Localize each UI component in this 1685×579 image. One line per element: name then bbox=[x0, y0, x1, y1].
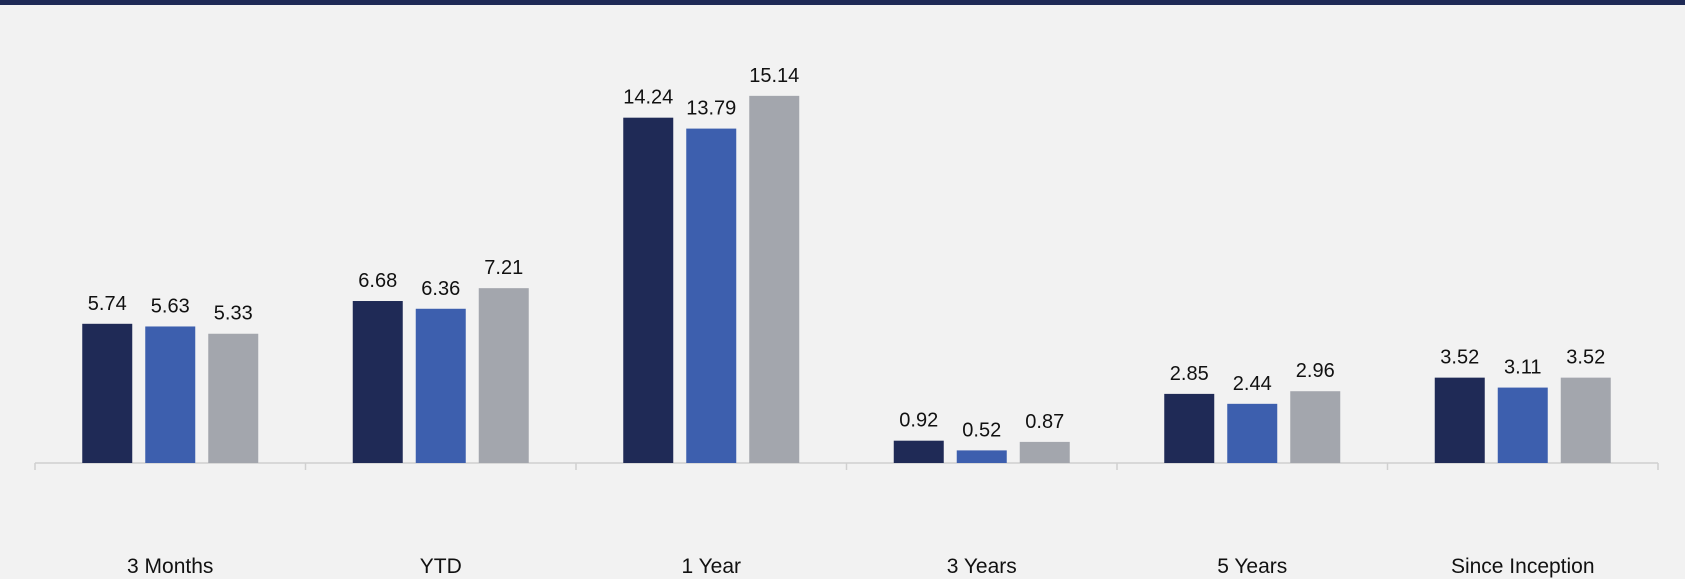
category-label: YTD bbox=[420, 555, 462, 578]
bar-5-years-series-3 bbox=[1290, 391, 1341, 463]
bar-ytd-series-1 bbox=[352, 301, 403, 463]
data-label: 6.68 bbox=[358, 270, 397, 292]
bar-3-years-series-1 bbox=[893, 440, 944, 463]
bar-1-year-series-3 bbox=[749, 95, 800, 463]
data-label: 5.33 bbox=[214, 303, 253, 325]
data-label: 14.24 bbox=[623, 87, 673, 109]
data-label: 7.21 bbox=[484, 257, 523, 279]
bar-since-inception-series-3 bbox=[1560, 377, 1611, 463]
category-label: Since Inception bbox=[1451, 555, 1595, 578]
category-label: 1 Year bbox=[681, 555, 741, 578]
data-label: 3.11 bbox=[1504, 357, 1541, 379]
data-label: 6.36 bbox=[421, 278, 460, 300]
bar-3-years-series-2 bbox=[956, 450, 1007, 463]
bar-5-years-series-2 bbox=[1227, 403, 1278, 463]
bar-3-months-series-2 bbox=[145, 326, 196, 463]
data-label: 5.74 bbox=[88, 293, 127, 315]
bar-since-inception-series-1 bbox=[1434, 377, 1485, 463]
bar-1-year-series-2 bbox=[686, 128, 737, 463]
bar-3-years-series-3 bbox=[1019, 441, 1070, 463]
bar-ytd-series-3 bbox=[478, 288, 529, 463]
data-label: 2.96 bbox=[1296, 360, 1335, 382]
bar-3-months-series-3 bbox=[208, 333, 259, 463]
bar-5-years-series-1 bbox=[1164, 393, 1215, 463]
data-label: 3.52 bbox=[1440, 347, 1479, 369]
data-label: 2.44 bbox=[1233, 373, 1272, 395]
bar-ytd-series-2 bbox=[415, 308, 466, 463]
x-axis bbox=[34, 462, 1659, 470]
category-labels: 3 Months YTD 1 Year 3 Years 5 Years Since Inc… bbox=[127, 555, 1595, 578]
bar-since-inception-series-2 bbox=[1497, 387, 1548, 463]
top-accent-bar bbox=[0, 0, 1685, 5]
data-labels: 5.74 5.63 5.33 6.68 6.36 7.21 14.24 13.79 15.14 0… bbox=[88, 65, 1605, 442]
bar-3-months-series-1 bbox=[82, 323, 133, 463]
data-label: 0.87 bbox=[1025, 411, 1064, 433]
data-label: 3.52 bbox=[1566, 347, 1605, 369]
data-label: 2.85 bbox=[1170, 363, 1209, 385]
category-label: 3 Years bbox=[947, 555, 1017, 578]
category-label: 5 Years bbox=[1217, 555, 1287, 578]
category-label: 3 Months bbox=[127, 555, 213, 578]
bar-1-year-series-1 bbox=[623, 117, 674, 464]
data-label: 5.63 bbox=[151, 295, 190, 317]
data-label: 13.79 bbox=[686, 98, 736, 120]
data-label: 0.52 bbox=[962, 419, 1001, 441]
data-label: 0.92 bbox=[899, 410, 938, 432]
data-label: 15.14 bbox=[749, 65, 799, 87]
bars bbox=[82, 95, 1611, 464]
